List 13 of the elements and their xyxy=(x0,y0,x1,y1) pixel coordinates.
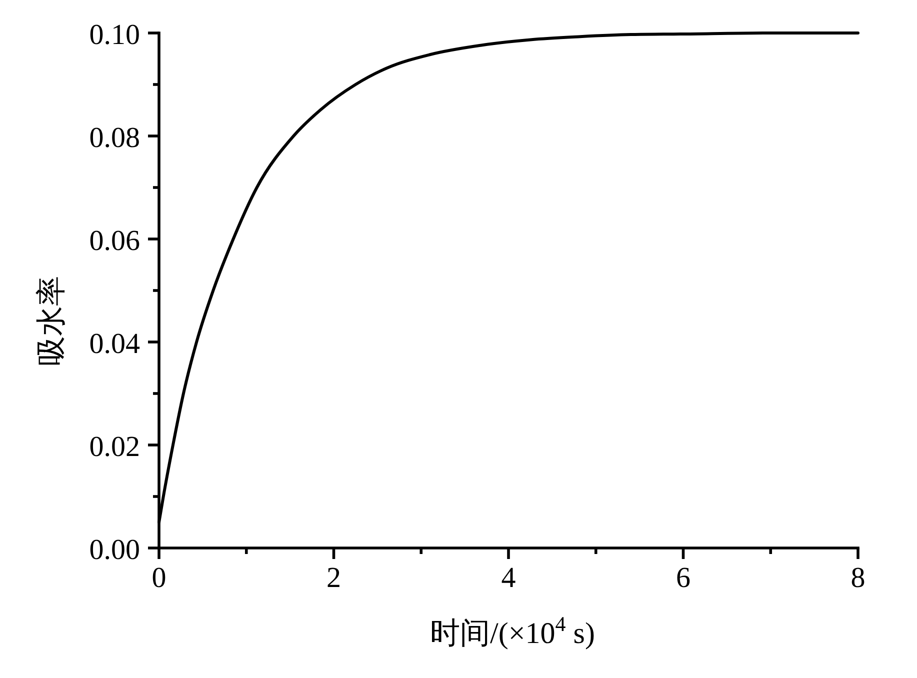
y-tick-label: 0.02 xyxy=(89,431,140,463)
x-tick-label: 2 xyxy=(326,562,341,594)
y-tick-label: 0.10 xyxy=(89,19,140,51)
y-tick-label: 0.00 xyxy=(89,534,140,566)
x-tick-label: 8 xyxy=(850,562,866,594)
y-tick-label: 0.08 xyxy=(89,122,140,154)
x-axis-title: 时间/(×10$^{4}$ s) xyxy=(430,612,595,650)
y-axis-title: 吸水率 xyxy=(35,276,68,366)
x-tick-label: 6 xyxy=(676,562,690,594)
y-tick-label: 0.06 xyxy=(89,225,140,257)
x-tick-label: 4 xyxy=(501,562,516,594)
y-tick-label: 0.04 xyxy=(89,328,140,360)
x-tick-label: 0 xyxy=(152,562,166,594)
